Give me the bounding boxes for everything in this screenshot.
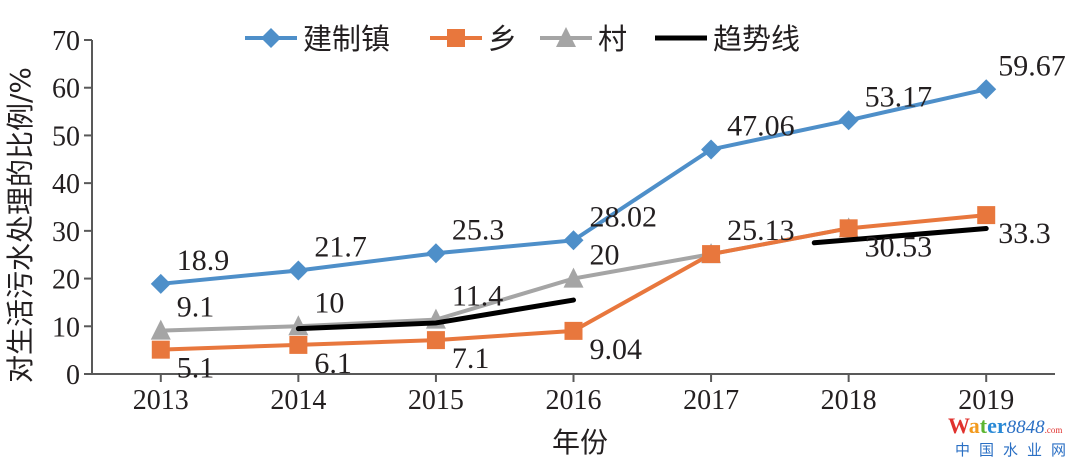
x-tick-label: 2016 (546, 385, 602, 416)
diamond-marker (150, 273, 171, 294)
data-label: 5.1 (177, 352, 215, 385)
y-tick-label: 30 (52, 217, 80, 248)
diamond-marker (976, 79, 997, 100)
x-tick-label: 2013 (133, 385, 189, 416)
series-none-3 (295, 225, 989, 332)
legend-label: 村 (598, 22, 627, 56)
x-tick-label: 2019 (958, 385, 1014, 416)
trend-line-segment (295, 297, 576, 332)
diamond-marker (288, 260, 309, 281)
data-label: 20 (590, 239, 620, 272)
x-tick-label: 2015 (408, 385, 464, 416)
y-tick-label: 70 (52, 26, 80, 57)
data-label: 28.02 (590, 200, 658, 233)
y-tick-label: 10 (52, 312, 80, 343)
legend-label: 乡 (488, 22, 517, 56)
diamond-marker (838, 110, 859, 131)
triangle-marker (150, 319, 171, 340)
y-tick-label: 20 (52, 265, 80, 296)
x-tick-label: 2017 (683, 385, 739, 416)
square-marker (426, 331, 445, 350)
square-marker (839, 219, 858, 238)
data-label: 7.1 (452, 342, 490, 375)
series-layer (150, 79, 997, 359)
triangle-marker (563, 267, 584, 288)
x-tick-label: 2014 (270, 385, 326, 416)
data-labels: 18.9 21.7 25.3 28.02 47.06 53.17 59.67 5.1 6.1 7.… (177, 49, 1066, 384)
data-label: 33.3 (998, 217, 1051, 250)
data-label: 47.06 (727, 109, 795, 142)
y-axis-title: 对生活污水处理的比例/% (4, 67, 37, 383)
y-tick-label: 60 (52, 74, 80, 105)
data-label: 10 (314, 286, 344, 319)
legend-label: 趋势线 (713, 22, 800, 56)
svg-text:Water8848.com: Water8848.com (948, 413, 1062, 438)
square-marker (564, 321, 583, 340)
diamond-marker (701, 139, 722, 160)
watermark-logo: Water8848.com 中国水业网 (948, 413, 1075, 459)
data-label: 18.9 (177, 244, 230, 277)
y-tick-label: 50 (52, 121, 80, 152)
y-tick-label: 0 (66, 360, 80, 391)
axes: 0 10 20 30 40 50 60 70 2013 2014 2015 2016 2017 2018 2… (52, 26, 1055, 416)
legend-label: 建制镇 (303, 22, 390, 56)
series-square-1 (151, 206, 996, 359)
diamond-marker (261, 28, 281, 48)
x-tick-label: 2018 (821, 385, 877, 416)
x-axis-title: 年份 (552, 426, 608, 459)
trend-line-segment (811, 225, 989, 246)
data-label: 25.3 (452, 213, 505, 246)
data-label: 6.1 (314, 347, 352, 380)
legend: 建制镇 乡 村 趋势线 (245, 22, 800, 56)
series-line (160, 87, 987, 286)
data-label: 21.7 (314, 230, 367, 263)
data-label: 9.1 (177, 291, 215, 324)
square-marker (289, 335, 308, 354)
data-label: 25.13 (727, 214, 795, 247)
diamond-marker (563, 230, 584, 251)
series-diamond-0 (150, 79, 997, 294)
square-marker (151, 340, 170, 359)
svg-text:中国水业网: 中国水业网 (955, 441, 1075, 459)
square-marker (702, 245, 721, 264)
data-label: 53.17 (865, 80, 933, 113)
y-tick-label: 40 (52, 169, 80, 200)
diamond-marker (425, 243, 446, 264)
triangle-marker (556, 27, 576, 47)
data-label: 9.04 (590, 333, 643, 366)
data-label: 30.53 (865, 230, 933, 263)
data-label: 59.67 (998, 49, 1066, 82)
data-label: 11.4 (452, 280, 503, 313)
square-marker (447, 29, 465, 47)
square-marker (977, 206, 996, 225)
